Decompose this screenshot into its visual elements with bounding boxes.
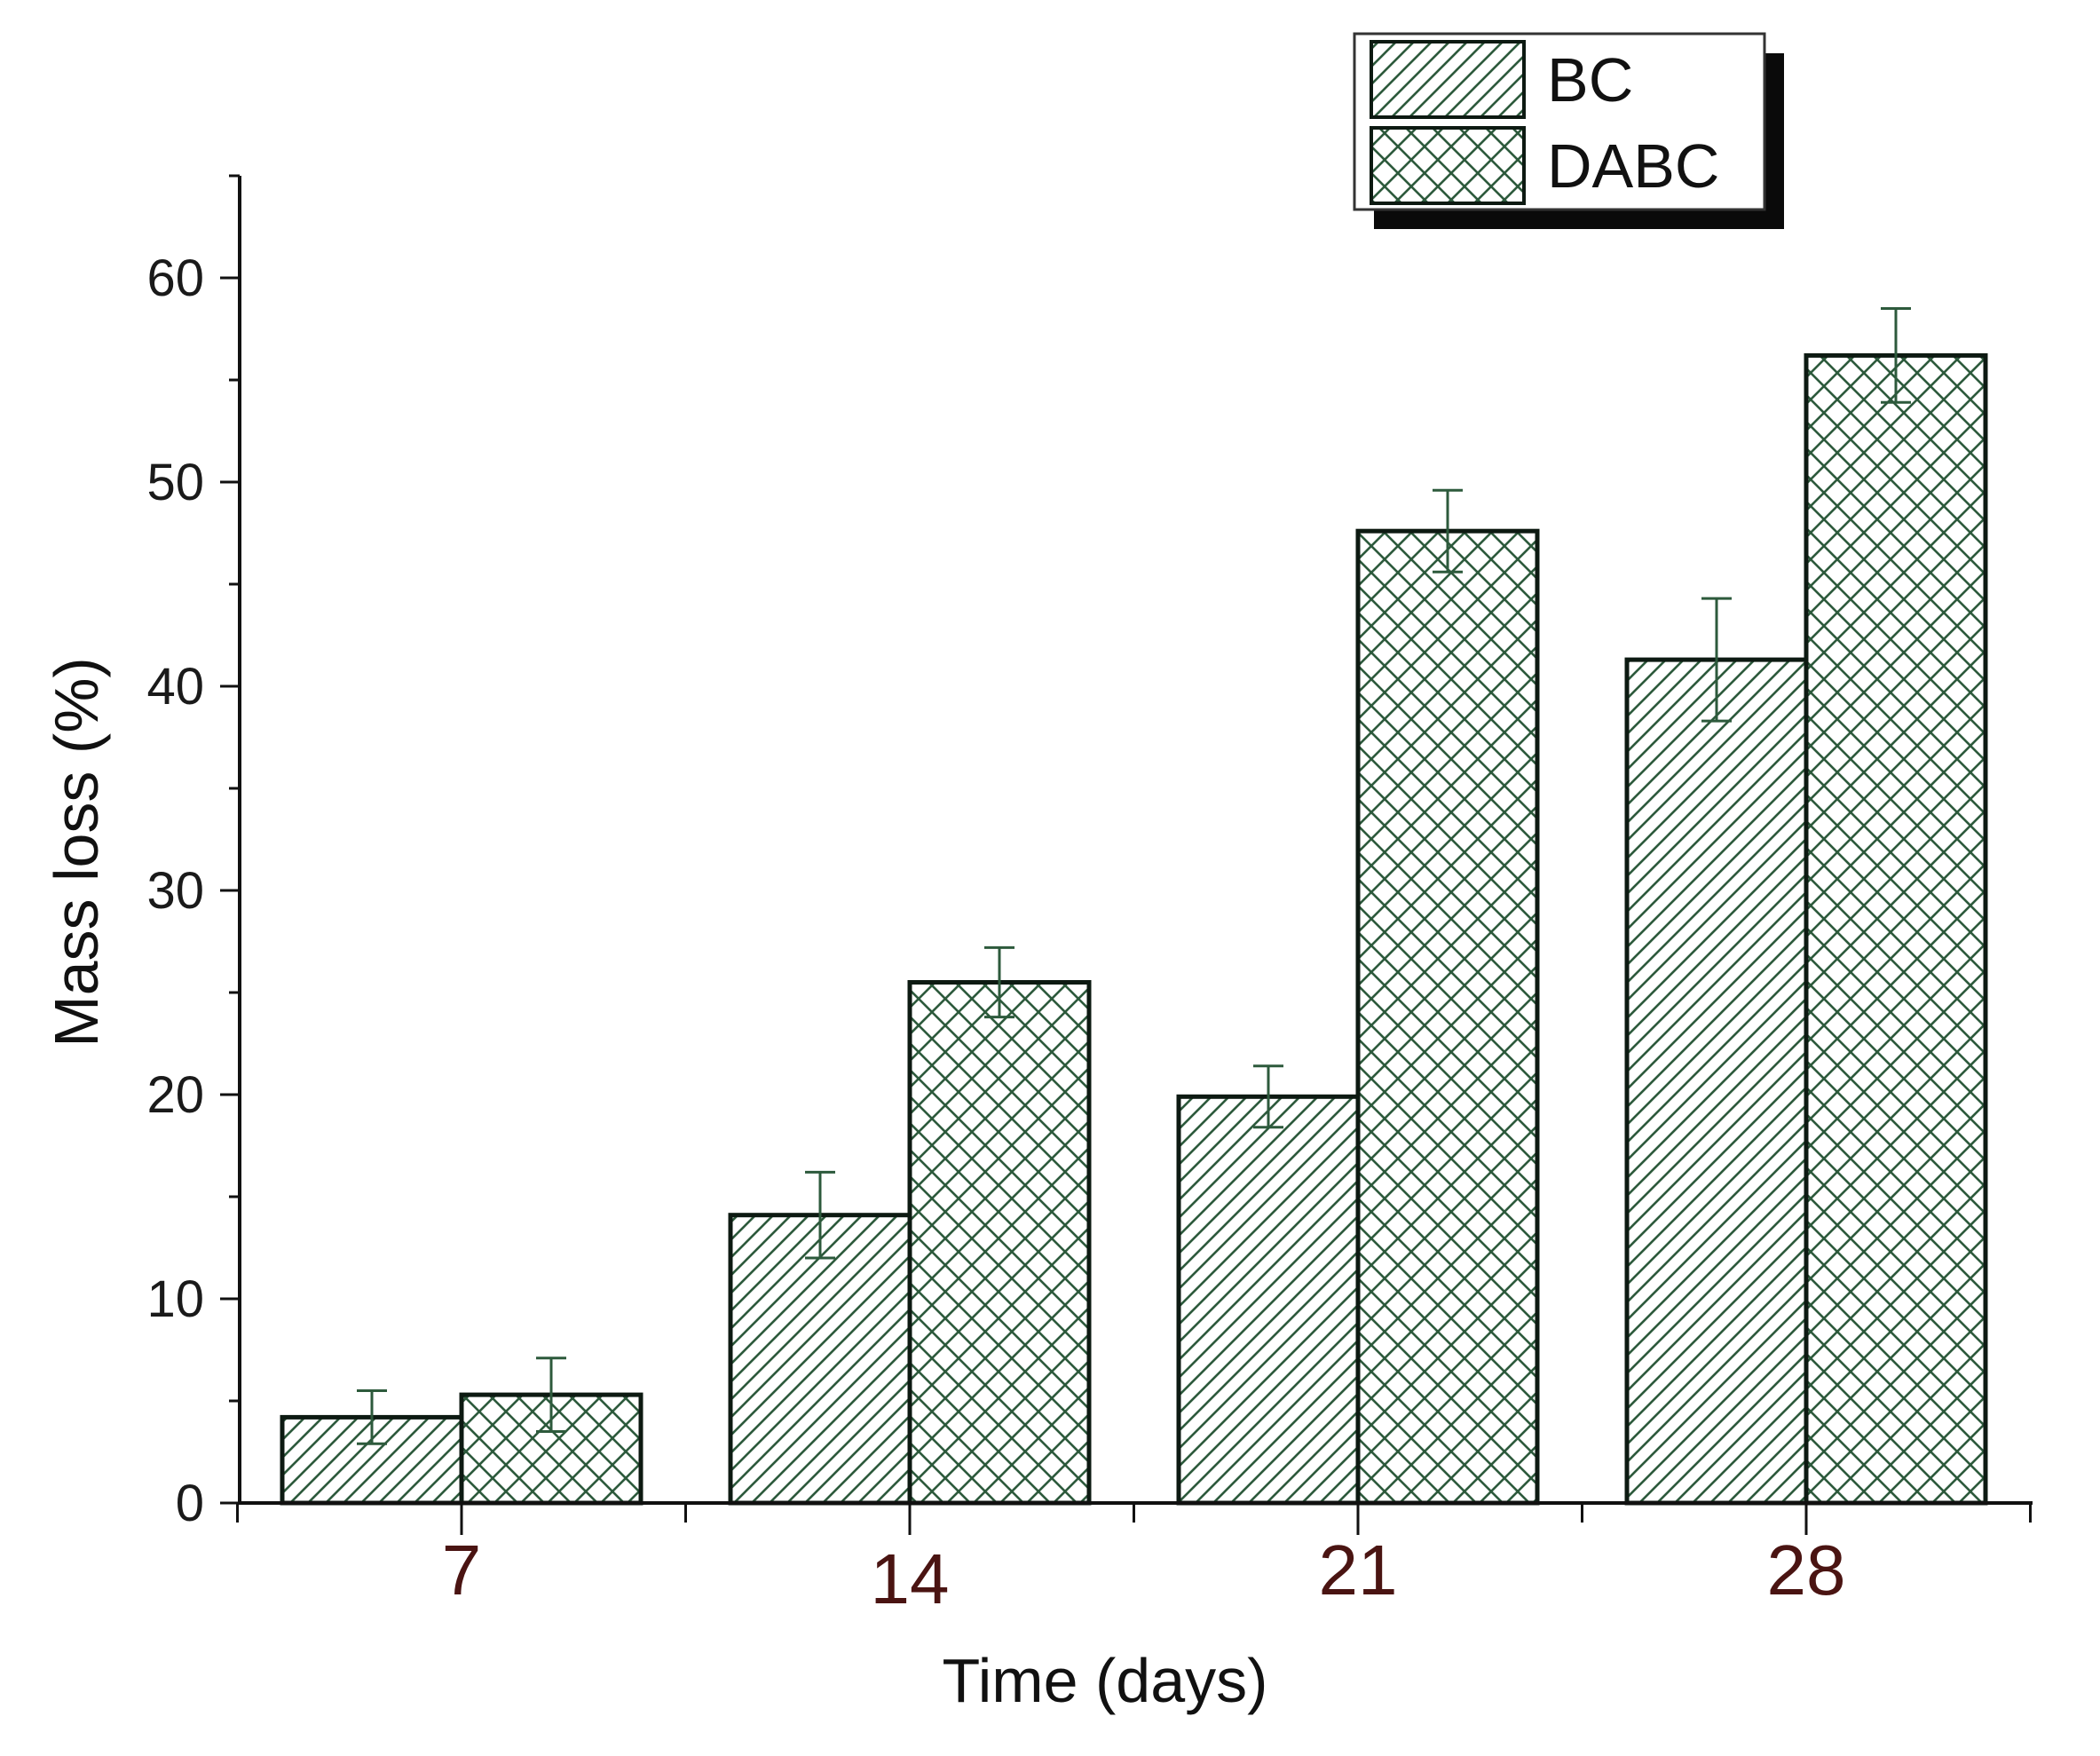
error-bar-dabc-21 <box>1433 488 1463 573</box>
y-tick-label: 0 <box>176 1475 204 1532</box>
error-bar-dabc-14 <box>984 945 1014 1019</box>
legend-swatch-dabc <box>1370 126 1526 205</box>
legend-swatch-bc <box>1370 40 1526 119</box>
error-bar-bc-7 <box>357 1389 387 1445</box>
bar-dabc-21 <box>1355 528 1540 1506</box>
bar-dabc-28 <box>1804 352 1988 1506</box>
bar-bc-21 <box>1176 1094 1361 1506</box>
legend-label-dabc: DABC <box>1547 131 1719 201</box>
error-bar-bc-21 <box>1253 1064 1283 1129</box>
x-tick-label-28: 28 <box>1767 1531 1846 1610</box>
y-axis-title: Mass loss (%) <box>42 657 111 1047</box>
error-bar-dabc-7 <box>536 1357 566 1433</box>
error-bar-bc-14 <box>805 1170 835 1260</box>
bars-layer <box>280 352 1988 1506</box>
y-tick-label: 20 <box>146 1066 204 1124</box>
x-tick-label-7: 7 <box>442 1531 482 1610</box>
y-tick-label: 40 <box>146 658 204 716</box>
y-tick-label: 50 <box>146 454 204 511</box>
bar-dabc-14 <box>907 980 1092 1506</box>
legend: BC DABC <box>1353 32 1784 229</box>
y-tick-label: 60 <box>146 249 204 307</box>
legend-label-bc: BC <box>1547 45 1633 115</box>
error-bar-bc-28 <box>1701 597 1732 723</box>
x-axis-title: Time (days) <box>943 1646 1268 1715</box>
x-tick-label-21: 21 <box>1319 1531 1398 1610</box>
x-tick-label-14: 14 <box>871 1539 950 1618</box>
bar-bc-28 <box>1624 657 1809 1506</box>
y-tick-label: 30 <box>146 862 204 920</box>
error-bar-dabc-28 <box>1881 307 1911 404</box>
axes-layer: 0 10 20 30 40 50 60 7 14 21 28 <box>146 174 2033 1618</box>
y-tick-label: 10 <box>146 1270 204 1328</box>
error-bars-layer <box>357 307 1911 1445</box>
